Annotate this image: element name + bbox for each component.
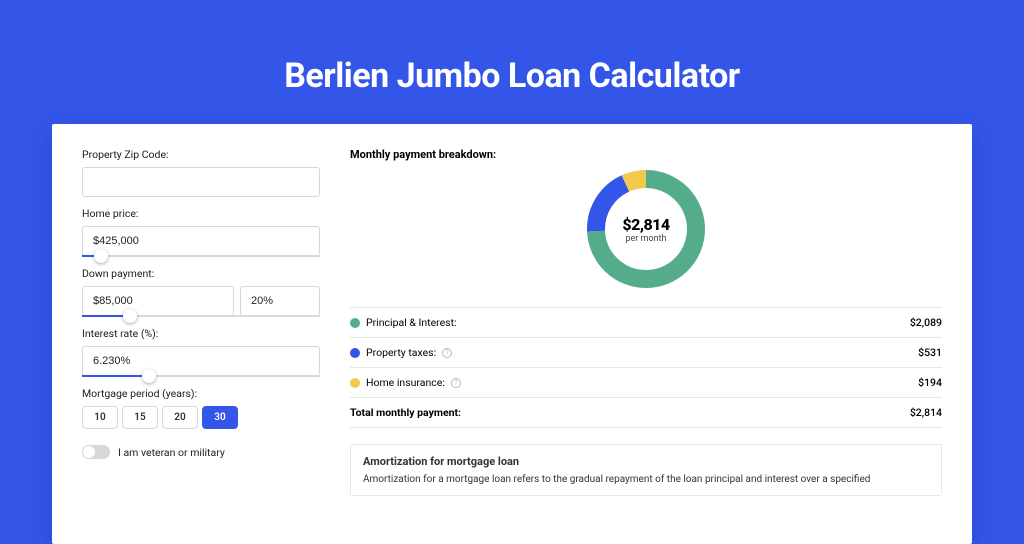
period-label: Mortgage period (years): xyxy=(82,387,320,400)
period-pill-10[interactable]: 10 xyxy=(82,406,118,429)
amort-heading: Amortization for mortgage loan xyxy=(363,455,929,468)
donut-wrap: $2,814 per month xyxy=(350,169,942,289)
breakdown-row: Principal & Interest: $2,089 xyxy=(350,308,942,338)
down-payment-slider[interactable] xyxy=(82,315,320,317)
home-price-slider[interactable] xyxy=(82,255,320,257)
info-icon[interactable]: ? xyxy=(451,378,461,388)
page-wrap: Berlien Jumbo Loan Calculator Property Z… xyxy=(0,0,1024,544)
breakdown-row: Home insurance:? $194 xyxy=(350,368,942,398)
breakdown-row: Property taxes:? $531 xyxy=(350,338,942,368)
amort-section: Amortization for mortgage loan Amortizat… xyxy=(350,444,942,496)
amort-body: Amortization for a mortgage loan refers … xyxy=(363,474,929,485)
breakdown-heading: Monthly payment breakdown: xyxy=(350,148,942,161)
period-group: Mortgage period (years): 10152030 xyxy=(82,387,320,429)
interest-slider[interactable] xyxy=(82,375,320,377)
veteran-toggle[interactable] xyxy=(82,445,110,459)
calculator-card: Property Zip Code: Home price: Down paym… xyxy=(52,124,972,544)
down-payment-label: Down payment: xyxy=(82,267,320,280)
zip-input[interactable] xyxy=(82,167,320,197)
form-panel: Property Zip Code: Home price: Down paym… xyxy=(82,148,320,544)
legend-dot xyxy=(350,318,360,328)
interest-label: Interest rate (%): xyxy=(82,327,320,340)
donut-value: $2,814 xyxy=(622,215,669,234)
breakdown-item-value: $2,089 xyxy=(910,316,942,329)
zip-group: Property Zip Code: xyxy=(82,148,320,197)
interest-input[interactable] xyxy=(82,346,320,376)
period-pill-20[interactable]: 20 xyxy=(162,406,198,429)
breakdown-item-value: $531 xyxy=(918,346,942,359)
info-icon[interactable]: ? xyxy=(442,348,452,358)
period-pill-15[interactable]: 15 xyxy=(122,406,158,429)
down-payment-group: Down payment: xyxy=(82,267,320,317)
period-pill-30[interactable]: 30 xyxy=(202,406,238,429)
donut-sub: per month xyxy=(625,234,666,244)
veteran-row: I am veteran or military xyxy=(82,445,320,459)
breakdown-panel: Monthly payment breakdown: $2,814 per mo… xyxy=(346,148,942,544)
legend-dot xyxy=(350,348,360,358)
breakdown-item-label: Home insurance: xyxy=(366,376,445,389)
down-payment-amount-input[interactable] xyxy=(82,286,234,316)
page-title: Berlien Jumbo Loan Calculator xyxy=(52,56,972,96)
breakdown-item-value: $194 xyxy=(918,376,942,389)
breakdown-total-row: Total monthly payment: $2,814 xyxy=(350,398,942,428)
veteran-label: I am veteran or military xyxy=(118,446,225,459)
home-price-label: Home price: xyxy=(82,207,320,220)
breakdown-item-label: Property taxes: xyxy=(366,346,436,359)
breakdown-item-label: Principal & Interest: xyxy=(366,316,457,329)
breakdown-total-label: Total monthly payment: xyxy=(350,406,461,419)
down-payment-percent-input[interactable] xyxy=(240,286,320,316)
zip-label: Property Zip Code: xyxy=(82,148,320,161)
period-options: 10152030 xyxy=(82,406,320,429)
interest-group: Interest rate (%): xyxy=(82,327,320,377)
legend-dot xyxy=(350,378,360,388)
donut-chart: $2,814 per month xyxy=(586,169,706,289)
breakdown-total-value: $2,814 xyxy=(910,406,942,419)
home-price-group: Home price: xyxy=(82,207,320,257)
home-price-input[interactable] xyxy=(82,226,320,256)
